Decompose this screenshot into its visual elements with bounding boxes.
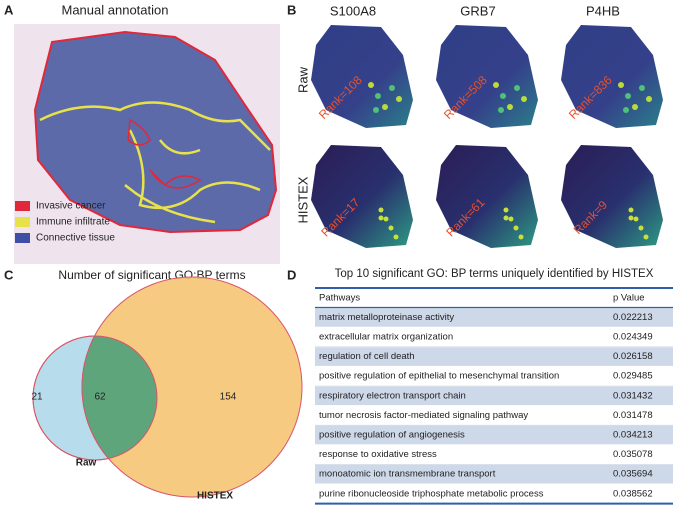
venn-count: 21 bbox=[31, 392, 43, 403]
spot bbox=[368, 82, 374, 88]
table-cell: positive regulation of angiogenesis bbox=[319, 430, 465, 441]
table-cell: matrix metalloproteinase activity bbox=[319, 312, 454, 323]
table-cell: 0.031478 bbox=[613, 410, 653, 421]
row-band bbox=[315, 464, 673, 484]
row-band bbox=[315, 386, 673, 406]
venn-count: 154 bbox=[220, 392, 237, 403]
spot bbox=[378, 207, 384, 213]
panel-title: Manual annotation bbox=[62, 2, 169, 17]
venn-count: 62 bbox=[94, 392, 106, 403]
expression-map bbox=[311, 145, 413, 248]
legend-swatch bbox=[15, 233, 30, 243]
spot bbox=[639, 85, 645, 91]
panel-label: D bbox=[287, 267, 296, 282]
table-cell: 0.035694 bbox=[613, 469, 653, 480]
table-cell: 0.038562 bbox=[613, 488, 653, 499]
spot bbox=[503, 215, 509, 221]
table-cell: positive regulation of epithelial to mes… bbox=[319, 371, 559, 382]
spot bbox=[383, 216, 389, 222]
row-band bbox=[315, 308, 673, 327]
spot bbox=[625, 93, 631, 99]
legend-label: Invasive cancer bbox=[36, 201, 106, 212]
table-cell: respiratory electron transport chain bbox=[319, 390, 466, 401]
spot bbox=[508, 216, 514, 222]
expression-map bbox=[561, 25, 663, 128]
gene-label: GRB7 bbox=[460, 3, 495, 18]
immune-outline bbox=[39, 101, 271, 224]
table-cell: purine ribonucleoside triphosphate metab… bbox=[319, 488, 544, 499]
table-cell: 0.034213 bbox=[613, 430, 653, 441]
row-band bbox=[315, 425, 673, 445]
legend-label: Connective tissue bbox=[36, 233, 115, 244]
raw-outline bbox=[32, 335, 158, 461]
spot bbox=[518, 234, 524, 240]
spot bbox=[382, 104, 388, 110]
expression-map bbox=[436, 145, 538, 248]
panel-label: C bbox=[4, 267, 14, 282]
overlap bbox=[81, 336, 157, 460]
legend-swatch bbox=[15, 217, 30, 227]
table-header: p Value bbox=[613, 293, 645, 304]
spot bbox=[514, 85, 520, 91]
spot bbox=[396, 96, 402, 102]
spot bbox=[646, 96, 652, 102]
panel-label: B bbox=[287, 2, 296, 17]
table-cell: 0.024349 bbox=[613, 332, 653, 343]
spot bbox=[633, 216, 639, 222]
panel-title: Top 10 significant GO: BP terms uniquely… bbox=[335, 268, 654, 280]
set-label: HISTEX bbox=[197, 491, 233, 502]
spot bbox=[623, 107, 629, 113]
row-label: Raw bbox=[295, 66, 310, 93]
expression-map bbox=[436, 25, 538, 128]
spot bbox=[493, 82, 499, 88]
spot bbox=[521, 96, 527, 102]
spot bbox=[643, 234, 649, 240]
spot bbox=[375, 93, 381, 99]
table-cell: response to oxidative stress bbox=[319, 449, 437, 460]
expression-map bbox=[311, 25, 413, 128]
row-band bbox=[315, 347, 673, 366]
spot bbox=[503, 207, 509, 213]
table-cell: regulation of cell death bbox=[319, 351, 415, 362]
spot bbox=[638, 225, 644, 231]
table-cell: 0.026158 bbox=[613, 351, 653, 362]
tissue bbox=[33, 30, 278, 234]
table-cell: 0.035078 bbox=[613, 449, 653, 460]
spot bbox=[628, 215, 634, 221]
spot bbox=[378, 215, 384, 221]
spot bbox=[389, 85, 395, 91]
spot bbox=[632, 104, 638, 110]
cancer-outline bbox=[127, 118, 202, 189]
spot bbox=[618, 82, 624, 88]
row-label: HISTEX bbox=[295, 176, 310, 223]
expression-map bbox=[561, 145, 663, 248]
table-cell: tumor necrosis factor-mediated signaling… bbox=[319, 410, 528, 421]
gene-label: P4HB bbox=[586, 3, 620, 18]
table-cell: monoatomic ion transmembrane transport bbox=[319, 469, 496, 480]
table-cell: extracellular matrix organization bbox=[319, 332, 453, 343]
spot bbox=[393, 234, 399, 240]
gene-label: S100A8 bbox=[330, 3, 376, 18]
legend-label: Immune infiltrate bbox=[36, 217, 110, 228]
legend-swatch bbox=[15, 201, 30, 211]
table-cell: 0.029485 bbox=[613, 371, 653, 382]
spot bbox=[628, 207, 634, 213]
spot bbox=[513, 225, 519, 231]
spot bbox=[388, 225, 394, 231]
panel-label: A bbox=[4, 2, 14, 17]
spot bbox=[500, 93, 506, 99]
table-cell: 0.022213 bbox=[613, 312, 653, 323]
set-label: Raw bbox=[76, 458, 97, 469]
spot bbox=[498, 107, 504, 113]
table-header: Pathways bbox=[319, 293, 360, 304]
spot bbox=[507, 104, 513, 110]
table-cell: 0.031432 bbox=[613, 390, 653, 401]
spot bbox=[373, 107, 379, 113]
